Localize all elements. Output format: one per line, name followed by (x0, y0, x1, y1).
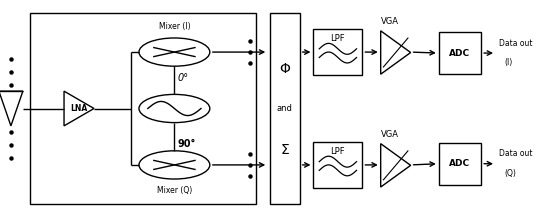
Polygon shape (380, 144, 411, 187)
Text: 0°: 0° (178, 73, 189, 83)
Bar (439, 32, 481, 74)
Text: Φ: Φ (280, 62, 290, 76)
Text: (Q): (Q) (504, 169, 516, 178)
Text: LPF: LPF (331, 34, 345, 43)
Text: Mixer (Q): Mixer (Q) (157, 186, 192, 194)
Text: Mixer (I): Mixer (I) (159, 23, 190, 31)
Bar (30, 13, 256, 204)
Text: LNA: LNA (70, 104, 88, 113)
Bar (270, 13, 300, 204)
Circle shape (139, 38, 210, 66)
Text: and: and (277, 104, 293, 113)
Text: ADC: ADC (450, 159, 470, 168)
Text: ADC: ADC (450, 49, 470, 58)
Text: LPF: LPF (331, 147, 345, 156)
Bar (313, 142, 362, 188)
Polygon shape (380, 31, 411, 74)
Text: (I): (I) (504, 58, 512, 67)
Text: Σ: Σ (280, 143, 289, 157)
Polygon shape (0, 91, 23, 126)
Text: 90°: 90° (178, 139, 196, 149)
Bar (313, 29, 362, 75)
Circle shape (139, 151, 210, 179)
Text: Data out: Data out (499, 149, 532, 158)
Text: VGA: VGA (381, 130, 399, 139)
Text: Data out: Data out (499, 39, 532, 48)
Polygon shape (64, 91, 94, 126)
Text: VGA: VGA (381, 18, 399, 26)
Bar (439, 143, 481, 185)
Circle shape (139, 94, 210, 123)
